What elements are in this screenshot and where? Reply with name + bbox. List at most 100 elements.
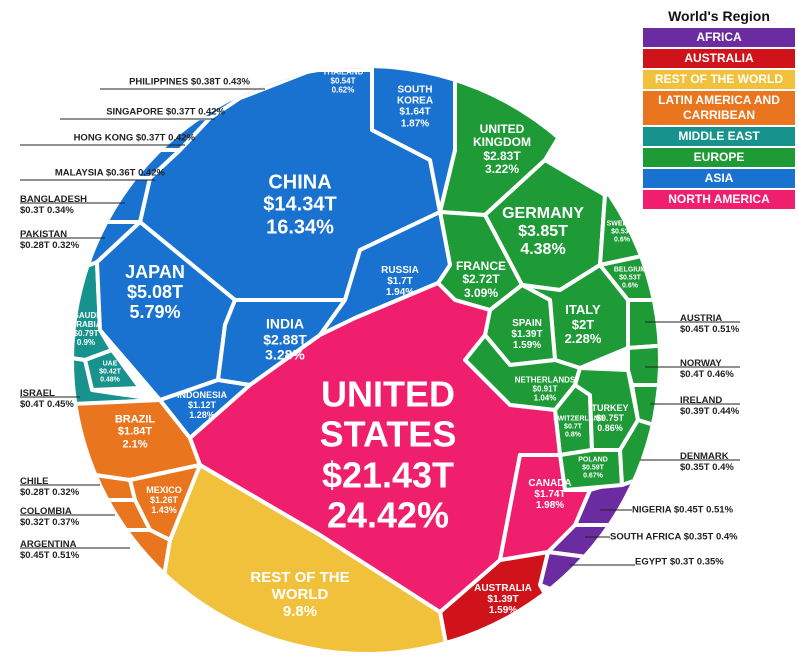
gdp-label: $14.34T [263, 193, 337, 216]
gdp-label: $0.54T [330, 76, 356, 86]
country-name: INDONESIA [176, 389, 227, 400]
share-label: 2.1% [122, 438, 148, 451]
gdp-label: $0.45T [680, 324, 710, 336]
country-cell [310, 68, 374, 72]
cell-label: RUSSIA $1.7T 1.94% [370, 265, 430, 299]
share-label: 0.42% [168, 132, 195, 144]
gdp-label: $0.3T [669, 556, 695, 568]
gdp-label: $1.12T [187, 399, 217, 410]
cell-label: INDIA $2.88T 3.28% [240, 316, 330, 363]
country-cell [78, 176, 152, 224]
share-label: 1.59% [488, 605, 518, 617]
country-name: PAKISTAN [20, 229, 68, 241]
country-name: BRAZIL [114, 413, 156, 426]
country-name: UNITED KINGDOM [473, 122, 531, 150]
country-cell [370, 68, 457, 214]
gdp-label: $0.28T [20, 487, 50, 499]
gdp-label: $3.85T [518, 223, 568, 241]
country-cell [538, 550, 612, 602]
country-name: SOUTH AFRICA [610, 531, 682, 543]
gdp-label: $1.84T [117, 425, 153, 438]
country-cell [626, 343, 658, 387]
gdp-label: $0.7T [564, 423, 582, 431]
cell-label: POLAND $0.59T 0.67% [573, 456, 613, 479]
outside-label: EGYPT $0.3T 0.35% [635, 556, 724, 567]
gdp-label: $1.39T [487, 594, 519, 606]
country-cell [74, 528, 172, 602]
cell-label: GERMANY $3.85T 4.38% [493, 205, 593, 259]
country-name: SINGAPORE [106, 106, 164, 118]
share-label: 0.62% [331, 85, 355, 95]
gdp-label: $1.64T [399, 107, 431, 118]
share-label: 0.9% [76, 337, 96, 347]
country-name: NETHERLANDS [514, 375, 576, 385]
country-name: MEXICO [146, 484, 182, 495]
gdp-label: $0.37T [165, 106, 196, 118]
country-name: SAUDI ARABIA [70, 311, 102, 330]
gdp-label: $5.08T [126, 281, 184, 302]
country-name: UNITED STATES [319, 373, 457, 455]
share-label: 0.44% [712, 406, 740, 418]
gdp-label: $1.74T [534, 489, 566, 501]
share-label: 0.32% [52, 487, 80, 499]
share-label: 1.04% [533, 393, 557, 403]
cell-label: SPAIN $1.39T 1.59% [502, 318, 552, 352]
gdp-label: $1.7T [387, 276, 413, 288]
gdp-label: $2.72T [462, 272, 500, 287]
gdp-label: $2T [571, 316, 595, 332]
country-name: SOUTH KOREA [396, 84, 434, 107]
country-cell [74, 353, 162, 407]
gdp-label: $1.26T [149, 494, 179, 505]
outside-label: SOUTH AFRICA $0.35T 0.4% [610, 531, 738, 542]
country-name: CANADA [528, 478, 572, 490]
country-name: AUSTRIA [680, 313, 723, 325]
country-name: NORWAY [680, 358, 722, 370]
legend-title: World's Region [668, 8, 770, 24]
gdp-label: $0.4T [680, 369, 705, 381]
country-name: ARGENTINA [20, 539, 77, 551]
share-label: 0.48% [100, 375, 120, 383]
outside-label: SINGAPORE $0.37T 0.42% [106, 106, 225, 117]
share-label: 0.6% [614, 235, 630, 243]
country-name: HONG KONG [73, 132, 134, 144]
gdp-label: $0.79T [73, 329, 99, 338]
cell-label: JAPAN $5.08T 5.79% [100, 262, 210, 322]
share-label: 0.86% [597, 423, 623, 434]
cell-label: SAUDI ARABIA $0.79T 0.9% [64, 311, 109, 348]
share-label: 3.28% [265, 346, 305, 363]
legend: World's Region AFRICA AUSTRALIA REST OF TH… [643, 8, 795, 211]
gdp-label: $0.3T [20, 205, 45, 217]
gdp-label: $0.28T [20, 240, 50, 252]
gdp-label: $0.39T [680, 406, 710, 418]
share-label: 3.22% [484, 162, 520, 177]
share-label: 0.34% [46, 205, 74, 217]
country-name: THAILAND [322, 67, 364, 77]
cell-label: UNITED KINGDOM $2.83T 3.22% [457, 122, 547, 177]
gdp-label: $0.35T [680, 462, 710, 474]
outside-label: PAKISTAN $0.28T 0.32% [20, 229, 79, 252]
gdp-label: $0.35T [683, 531, 714, 543]
outside-label: ARGENTINA $0.45T 0.51% [20, 539, 79, 562]
country-name: BANGLADESH [20, 194, 88, 206]
gdp-label: $0.59T [582, 464, 604, 472]
share-label: 3.09% [463, 285, 499, 300]
country-name: TURKEY [591, 402, 629, 413]
share-label: 0.6% [622, 281, 638, 289]
cell-label: FRANCE $2.72T 3.09% [441, 259, 521, 300]
share-label: 0.51% [52, 550, 80, 562]
cell-label: ITALY $2T 2.28% [553, 303, 613, 347]
share-label: 0.51% [706, 504, 734, 516]
gdp-label: $1.39T [511, 329, 543, 341]
share-label: 0.51% [712, 324, 740, 336]
legend-entry: ASIA [643, 169, 795, 188]
cell-label: UNITED STATES $21.43T 24.42% [298, 374, 478, 535]
country-name: COLOMBIA [20, 506, 72, 518]
gdp-label: $0.53T [611, 228, 633, 236]
share-label: 1.94% [385, 287, 415, 299]
share-label: 0.45% [46, 399, 74, 411]
legend-entry: NORTH AMERICA [643, 190, 795, 209]
country-name: NIGERIA [632, 504, 672, 516]
cell-label: REST OF THE WORLD 9.8% [225, 569, 375, 620]
